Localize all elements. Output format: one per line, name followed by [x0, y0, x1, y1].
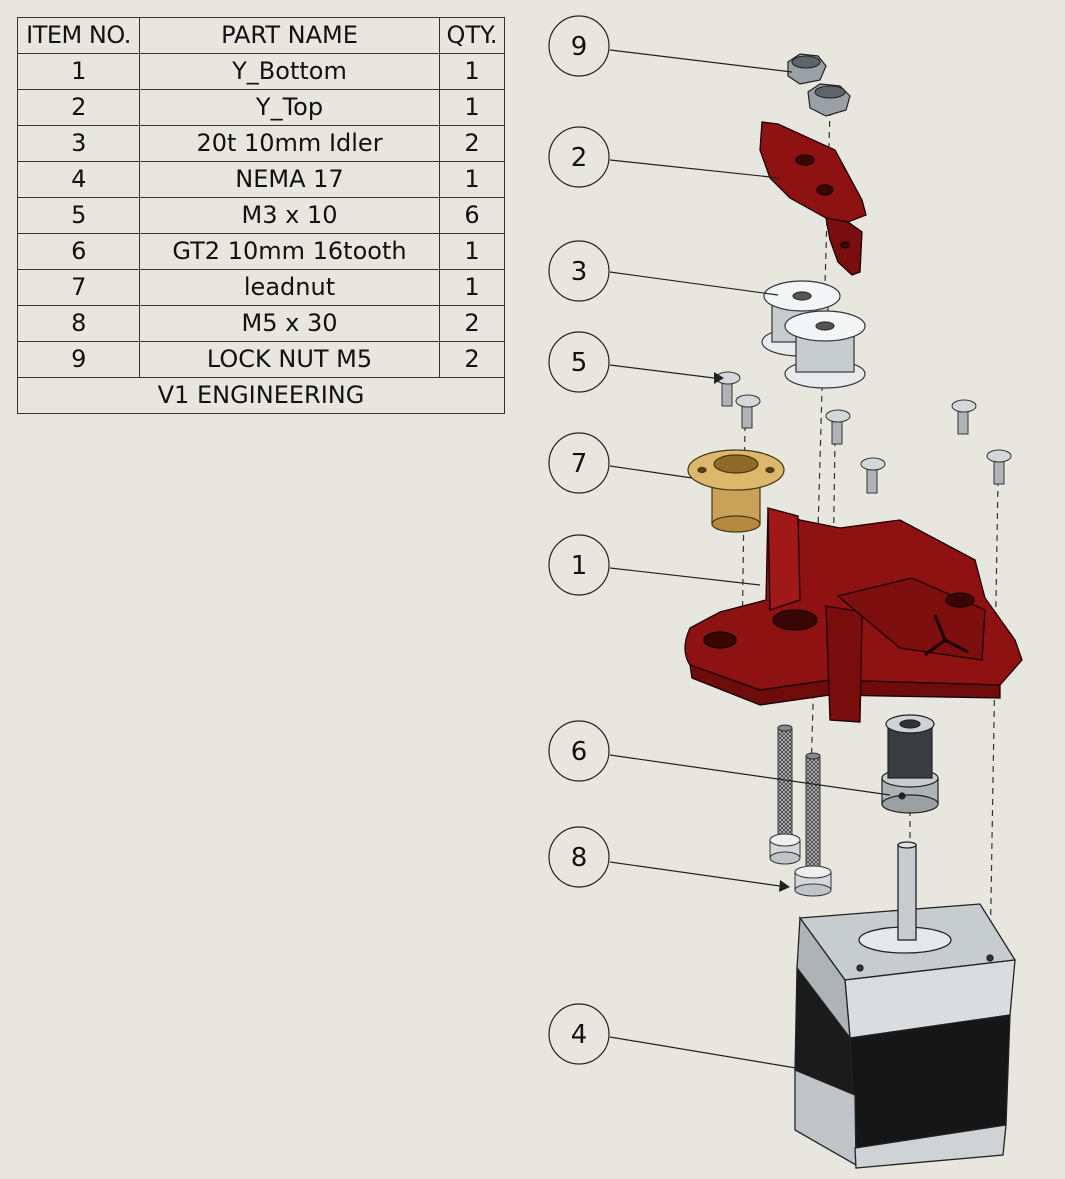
balloon-3: 3 — [548, 240, 779, 302]
balloon-label: 6 — [571, 737, 588, 767]
balloon-2: 2 — [548, 126, 781, 188]
table-row: 4 NEMA 17 1 — [17, 161, 505, 198]
part-name-cell: leadnut — [139, 269, 440, 306]
balloon-label: 4 — [571, 1020, 588, 1050]
table-row: 5 M3 x 10 6 — [17, 197, 505, 234]
company-name-cell: V1 ENGINEERING — [17, 377, 505, 414]
qty-cell: 1 — [439, 161, 505, 198]
part-name-cell: Y_Top — [139, 89, 440, 126]
balloon-label: 2 — [571, 143, 588, 173]
bill-of-materials-table: ITEM NO. PART NAME QTY. 1 Y_Bottom 1 2 Y_To… — [17, 17, 505, 414]
table-row: 7 leadnut 1 — [17, 269, 505, 306]
item-no-cell: 2 — [17, 89, 140, 126]
qty-cell: 1 — [439, 269, 505, 306]
balloon-label: 8 — [571, 843, 588, 873]
table-header-row: ITEM NO. PART NAME QTY. — [17, 17, 505, 54]
balloon-9: 9 — [548, 15, 793, 77]
idler-pulley-part — [761, 280, 866, 389]
part-name-cell: M3 x 10 — [139, 197, 440, 234]
item-no-cell: 4 — [17, 161, 140, 198]
header-part-name: PART NAME — [139, 17, 440, 54]
table-row: 3 20t 10mm Idler 2 — [17, 125, 505, 162]
m5-bolt-part — [769, 724, 832, 897]
header-qty: QTY. — [439, 17, 505, 54]
part-name-cell: GT2 10mm 16tooth — [139, 233, 440, 270]
balloon-7: 7 — [548, 432, 693, 494]
table-row: 8 M5 x 30 2 — [17, 305, 505, 342]
table-row: 2 Y_Top 1 — [17, 89, 505, 126]
lock-nut-part — [787, 53, 851, 117]
balloon-label: 5 — [571, 348, 588, 378]
qty-cell: 1 — [439, 89, 505, 126]
qty-cell: 2 — [439, 305, 505, 342]
nema17-motor-part — [794, 841, 1017, 1169]
leadnut-part — [687, 449, 785, 533]
balloon-6: 6 — [548, 720, 891, 796]
balloon-label: 1 — [571, 551, 588, 581]
table-footer-row: V1 ENGINEERING — [17, 377, 505, 414]
tri-spoke-emblem — [924, 614, 969, 657]
qty-cell: 2 — [439, 125, 505, 162]
header-item-no: ITEM NO. — [17, 17, 140, 54]
m3-screw-part — [715, 371, 1012, 494]
part-name-cell: LOCK NUT M5 — [139, 341, 440, 378]
qty-cell: 1 — [439, 53, 505, 90]
part-name-cell: 20t 10mm Idler — [139, 125, 440, 162]
balloon-label: 9 — [571, 32, 588, 62]
part-name-cell: M5 x 30 — [139, 305, 440, 342]
balloon-8: 8 — [548, 826, 790, 892]
balloon-1: 1 — [548, 534, 761, 596]
balloon-4: 4 — [548, 1003, 797, 1069]
y-top-bracket-part — [759, 121, 867, 276]
y-bottom-housing-part — [684, 507, 1023, 723]
gt2-pulley-part — [881, 714, 939, 814]
balloon-label: 7 — [571, 449, 588, 479]
balloon-label: 3 — [571, 257, 588, 287]
part-name-cell: NEMA 17 — [139, 161, 440, 198]
balloon-5: 5 — [548, 331, 724, 393]
balloon-callouts: 9 2 3 5 7 1 6 — [548, 15, 891, 1069]
